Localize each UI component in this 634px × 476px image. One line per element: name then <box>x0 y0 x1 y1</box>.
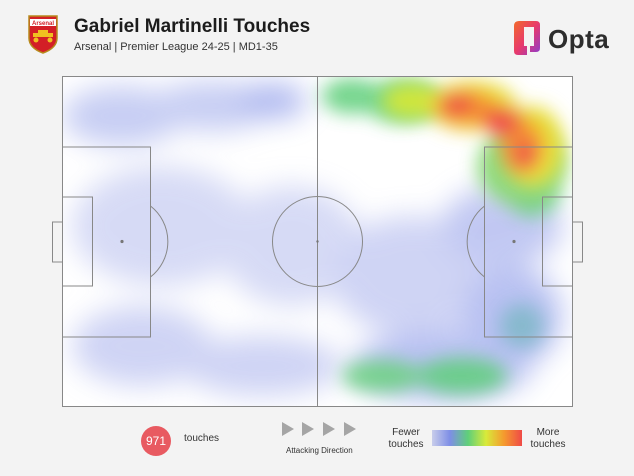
center-spot <box>316 240 319 243</box>
triangle-right-icon <box>323 422 335 436</box>
density-gradient-bar <box>432 430 522 446</box>
left-penalty-arc <box>150 205 169 278</box>
triangle-right-icon <box>302 422 314 436</box>
opta-logo-icon <box>514 21 540 55</box>
page-subtitle: Arsenal | Premier League 24-25 | MD1-35 <box>74 41 278 53</box>
legend: 971 touches Attacking Direction Fewer to… <box>0 410 634 476</box>
opta-logo: Opta <box>510 18 610 58</box>
triangle-right-icon <box>282 422 294 436</box>
arsenal-crest-icon: Arsenal <box>28 15 58 54</box>
more-touches-label: More touches <box>530 427 566 450</box>
header: Arsenal Gabriel Martinelli Touches Arsen… <box>0 0 634 70</box>
right-goal-frame <box>572 221 583 263</box>
crest-text: Arsenal <box>32 21 54 27</box>
page-title: Gabriel Martinelli Touches <box>74 16 311 37</box>
attacking-direction-arrows <box>282 422 362 438</box>
touch-count-label: touches <box>184 433 220 444</box>
right-penalty-spot <box>512 239 516 244</box>
fewer-touches-label: Fewer touches <box>388 427 424 450</box>
right-penalty-arc <box>466 205 485 278</box>
attacking-direction-label: Attacking Direction <box>286 446 353 455</box>
left-penalty-spot <box>120 239 124 244</box>
brand-name: Opta <box>548 24 610 54</box>
triangle-right-icon <box>344 422 356 436</box>
touch-heatmap-pitch <box>62 76 573 407</box>
center-circle <box>272 196 363 287</box>
heatmap-layer <box>62 78 567 401</box>
touch-count-badge: 971 <box>141 426 171 456</box>
left-goal-frame <box>52 221 63 263</box>
